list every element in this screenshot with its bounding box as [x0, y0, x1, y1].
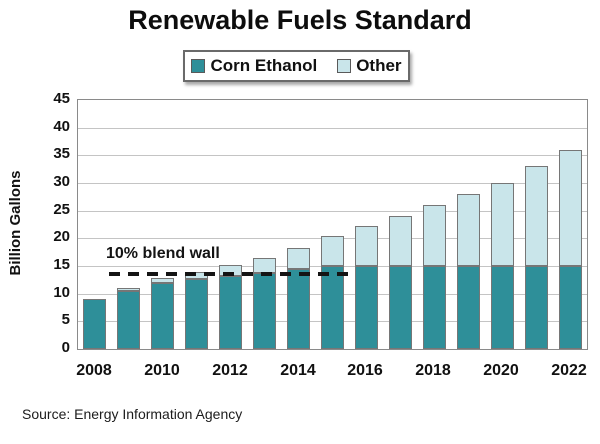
legend: Corn Ethanol Other: [183, 50, 410, 82]
y-tick-label-45: 45: [53, 90, 70, 107]
other-swatch-icon: [337, 59, 352, 73]
y-tick-label-20: 20: [53, 228, 70, 245]
x-tick-label-2008: 2008: [76, 362, 112, 379]
bar-2018-other: [423, 205, 446, 266]
legend-item-other: Other: [337, 56, 402, 76]
bar-2012-corn-ethanol: [219, 276, 242, 349]
x-tick-label-2020: 2020: [483, 362, 519, 379]
y-axis-title: Billion Gallons: [7, 170, 24, 276]
bar-2013-other: [253, 258, 276, 273]
bar-2018-corn-ethanol: [423, 266, 446, 349]
y-tick-label-40: 40: [53, 118, 70, 135]
x-tick-label-2014: 2014: [280, 362, 316, 379]
y-tick-label-0: 0: [61, 339, 70, 356]
bar-2011-corn-ethanol: [185, 279, 208, 349]
bar-2020-corn-ethanol: [491, 266, 514, 349]
blend-wall-label: 10% blend wall: [106, 245, 220, 262]
bar-2020-other: [491, 183, 514, 266]
blend-wall-dashed-line: [109, 272, 354, 276]
bar-2008-corn-ethanol: [83, 299, 106, 349]
gridline-25: [78, 211, 587, 212]
bar-2017-other: [389, 216, 412, 266]
gridline-40: [78, 128, 587, 129]
y-tick-label-5: 5: [61, 311, 70, 328]
legend-item-corn-ethanol: Corn Ethanol: [191, 56, 317, 76]
bar-2014-other: [287, 248, 310, 269]
y-tick-label-35: 35: [53, 145, 70, 162]
legend-label-corn-ethanol: Corn Ethanol: [210, 56, 318, 75]
x-tick-label-2022: 2022: [551, 362, 587, 379]
bar-2009-corn-ethanol: [117, 291, 140, 349]
gridline-30: [78, 183, 587, 184]
bar-2021-corn-ethanol: [525, 266, 548, 349]
corn-ethanol-swatch-icon: [191, 59, 206, 73]
plot-area: [77, 99, 588, 350]
y-tick-label-15: 15: [53, 256, 70, 273]
x-tick-label-2012: 2012: [212, 362, 248, 379]
chart-title: Renewable Fuels Standard: [128, 5, 472, 35]
bar-2015-other: [321, 236, 344, 266]
bar-2010-corn-ethanol: [151, 283, 174, 349]
bar-2022-corn-ethanol: [559, 266, 582, 349]
x-tick-label-2018: 2018: [415, 362, 451, 379]
x-tick-label-2016: 2016: [347, 362, 383, 379]
y-tick-label-25: 25: [53, 201, 70, 218]
bar-2015-corn-ethanol: [321, 266, 344, 349]
bar-2021-other: [525, 166, 548, 266]
bar-2010-other: [151, 278, 174, 283]
bar-2016-corn-ethanol: [355, 266, 378, 349]
bar-2019-corn-ethanol: [457, 266, 480, 349]
bar-2017-corn-ethanol: [389, 266, 412, 349]
x-tick-label-2010: 2010: [144, 362, 180, 379]
bar-2022-other: [559, 150, 582, 266]
y-tick-label-10: 10: [53, 284, 70, 301]
gridline-35: [78, 155, 587, 156]
y-tick-label-30: 30: [53, 173, 70, 190]
bar-2019-other: [457, 194, 480, 266]
legend-label-other: Other: [356, 56, 402, 75]
bar-2013-corn-ethanol: [253, 273, 276, 349]
bar-2009-other: [117, 288, 140, 291]
bar-2016-other: [355, 226, 378, 266]
source-caption: Source: Energy Information Agency: [22, 406, 243, 422]
bar-2014-corn-ethanol: [287, 269, 310, 349]
